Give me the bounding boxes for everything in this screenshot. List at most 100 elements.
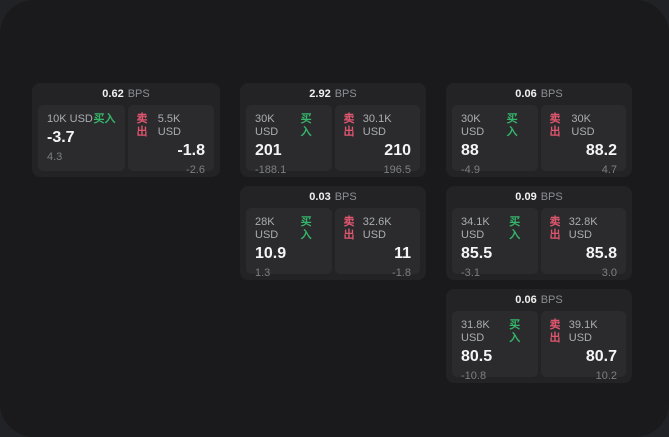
buy-change: -3.1: [461, 267, 480, 279]
sell-panel-top: 卖出 32.6K USD: [344, 216, 412, 242]
sell-panel[interactable]: 卖出 5.5K USD -1.8 -2.6: [127, 105, 214, 176]
card-header: 2.92 BPS: [240, 83, 426, 105]
sell-panel[interactable]: 卖出 30.1K USD 210 196.5: [334, 105, 420, 176]
card-header: 0.06 BPS: [446, 83, 632, 105]
sell-amount: 30K USD: [571, 113, 595, 138]
buy-change: 1.3: [255, 267, 271, 279]
buy-label: 买入: [509, 319, 521, 344]
buy-change: -188.1: [255, 164, 287, 176]
bps-unit-label: BPS: [334, 88, 357, 100]
sell-panel-top: 卖出 30.1K USD: [344, 113, 412, 139]
sell-change: -2.6: [186, 164, 205, 176]
sell-amount: 32.8K USD: [568, 216, 598, 241]
sell-amount: 32.6K USD: [362, 216, 392, 241]
quote-card: 0.06 BPS 30K USD 买入 88 -4.9 卖出 30K USD 8…: [446, 83, 632, 177]
bps-value: 0.06: [515, 88, 537, 100]
sell-change: 196.5: [383, 164, 411, 176]
sell-panel-top: 卖出 39.1K USD: [550, 319, 618, 345]
sell-panel-top: 卖出 32.8K USD: [550, 216, 618, 242]
quote-panels: 30K USD 买入 201 -188.1 卖出 30.1K USD 210 1…: [240, 105, 426, 177]
buy-change: 4.3: [47, 151, 63, 163]
bps-value: 0.06: [515, 294, 537, 306]
buy-label: 买入: [93, 113, 116, 125]
buy-panel-top: 34.1K USD 买入: [461, 216, 529, 242]
quote-card: 2.92 BPS 30K USD 买入 201 -188.1 卖出 30.1K …: [240, 83, 426, 177]
sell-panel-top: 卖出 30K USD: [550, 113, 618, 139]
buy-panel[interactable]: 30K USD 买入 88 -4.9: [452, 105, 538, 176]
sell-label: 卖出: [343, 216, 355, 241]
quote-panels: 31.8K USD 买入 80.5 -10.8 卖出 39.1K USD 80.…: [446, 311, 632, 383]
quote-panels: 30K USD 买入 88 -4.9 卖出 30K USD 88.2 4.7: [446, 105, 632, 177]
quote-panels: 34.1K USD 买入 85.5 -3.1 卖出 32.8K USD 85.8…: [446, 208, 632, 280]
sell-amount: 39.1K USD: [568, 319, 598, 344]
quote-card: 0.03 BPS 28K USD 买入 10.9 1.3 卖出 32.6K US…: [240, 186, 426, 280]
buy-price: 80.5: [461, 348, 493, 365]
quote-card: 0.09 BPS 34.1K USD 买入 85.5 -3.1 卖出 32.8K…: [446, 186, 632, 280]
bps-unit-label: BPS: [127, 88, 150, 100]
buy-panel-top: 30K USD 买入: [461, 113, 529, 139]
bps-unit-label: BPS: [334, 191, 357, 203]
card-header: 0.09 BPS: [446, 186, 632, 208]
buy-amount: 30K USD: [255, 113, 279, 138]
sell-amount: 30.1K USD: [362, 113, 392, 138]
sell-change: 4.7: [601, 164, 617, 176]
bps-unit-label: BPS: [540, 294, 563, 306]
buy-panel-top: 10K USD 买入: [47, 113, 116, 126]
bps-unit-label: BPS: [540, 88, 563, 100]
bps-unit-label: BPS: [540, 191, 563, 203]
sell-price: -1.8: [177, 142, 205, 159]
sell-panel-top: 卖出 5.5K USD: [137, 113, 206, 139]
buy-amount: 31.8K USD: [461, 319, 490, 344]
buy-amount: 30K USD: [461, 113, 485, 138]
quote-grid: 0.62 BPS 10K USD 买入 -3.7 4.3 卖出 5.5K USD…: [32, 83, 632, 383]
sell-price: 88.2: [585, 142, 617, 159]
sell-price: 210: [384, 142, 411, 159]
buy-panel[interactable]: 34.1K USD 买入 85.5 -3.1: [452, 208, 538, 279]
buy-change: -4.9: [461, 164, 480, 176]
buy-amount: 10K USD: [47, 113, 93, 125]
sell-label: 卖出: [549, 216, 561, 241]
buy-panel[interactable]: 31.8K USD 买入 80.5 -10.8: [452, 311, 538, 382]
buy-price: 201: [255, 142, 282, 159]
sell-price: 11: [394, 245, 411, 262]
bps-value: 0.03: [309, 191, 331, 203]
buy-price: 88: [461, 142, 479, 159]
buy-label: 买入: [300, 216, 312, 241]
sell-panel[interactable]: 卖出 32.8K USD 85.8 3.0: [540, 208, 626, 279]
sell-label: 卖出: [549, 319, 561, 344]
sell-label: 卖出: [343, 113, 355, 138]
buy-panel-top: 31.8K USD 买入: [461, 319, 529, 345]
buy-panel-top: 30K USD 买入: [255, 113, 323, 139]
buy-panel[interactable]: 30K USD 买入 201 -188.1: [246, 105, 332, 176]
card-header: 0.62 BPS: [32, 83, 220, 105]
buy-price: 85.5: [461, 245, 493, 262]
quote-panels: 28K USD 买入 10.9 1.3 卖出 32.6K USD 11 -1.8: [240, 208, 426, 280]
sell-change: -1.8: [392, 267, 411, 279]
quote-panels: 10K USD 买入 -3.7 4.3 卖出 5.5K USD -1.8 -2.…: [32, 105, 220, 177]
sell-change: 10.2: [595, 370, 617, 382]
buy-panel[interactable]: 28K USD 买入 10.9 1.3: [246, 208, 332, 279]
sell-label: 卖出: [549, 113, 561, 138]
buy-amount: 28K USD: [255, 216, 279, 241]
buy-amount: 34.1K USD: [461, 216, 490, 241]
card-header: 0.03 BPS: [240, 186, 426, 208]
buy-panel-top: 28K USD 买入: [255, 216, 323, 242]
buy-label: 买入: [509, 216, 521, 241]
sell-amount: 5.5K USD: [157, 113, 181, 138]
buy-price: 10.9: [255, 245, 287, 262]
quote-card: 0.06 BPS 31.8K USD 买入 80.5 -10.8 卖出 39.1…: [446, 289, 632, 383]
sell-label: 卖出: [136, 113, 148, 138]
buy-label: 买入: [300, 113, 312, 138]
bps-value: 0.09: [515, 191, 537, 203]
quote-card: 0.62 BPS 10K USD 买入 -3.7 4.3 卖出 5.5K USD…: [32, 83, 220, 177]
buy-price: -3.7: [47, 129, 75, 146]
bps-value: 0.62: [102, 88, 124, 100]
buy-label: 买入: [506, 113, 518, 138]
sell-panel[interactable]: 卖出 32.6K USD 11 -1.8: [334, 208, 420, 279]
sell-change: 3.0: [601, 267, 617, 279]
buy-panel[interactable]: 10K USD 买入 -3.7 4.3: [38, 105, 125, 171]
card-header: 0.06 BPS: [446, 289, 632, 311]
bps-value: 2.92: [309, 88, 331, 100]
sell-panel[interactable]: 卖出 39.1K USD 80.7 10.2: [540, 311, 626, 382]
sell-panel[interactable]: 卖出 30K USD 88.2 4.7: [540, 105, 626, 176]
